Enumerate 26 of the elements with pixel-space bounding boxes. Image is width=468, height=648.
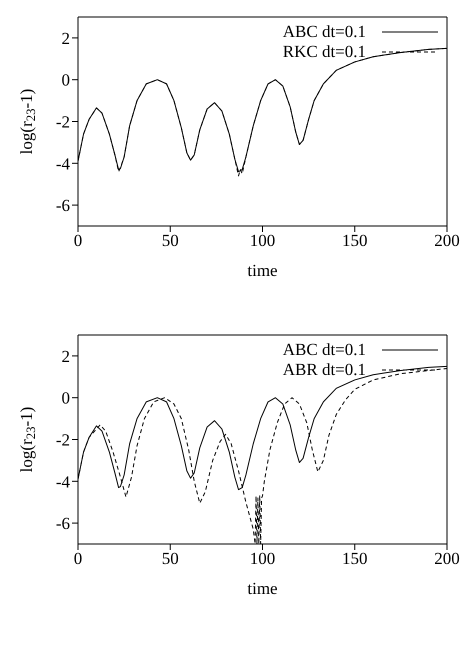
y-tick-label: 2: [62, 28, 70, 48]
x-tick-label: 100: [250, 549, 276, 568]
y-tick-label: 0: [62, 388, 70, 408]
legend-label: ABR dt=0.1: [282, 360, 366, 380]
legend-label: RKC dt=0.1: [282, 42, 366, 62]
y-tick-label: -2: [56, 112, 70, 132]
x-tick-label: 0: [74, 549, 82, 568]
y-tick-label: -4: [56, 154, 70, 174]
y-tick-label: 0: [62, 70, 70, 90]
x-tick-label: 200: [434, 231, 460, 250]
x-tick-label: 50: [162, 231, 179, 250]
x-tick-label: 150: [342, 231, 368, 250]
x-axis-title: time: [247, 579, 278, 598]
y-tick-label: -6: [56, 196, 70, 216]
x-tick-label: 150: [342, 549, 368, 568]
y-tick-label: -2: [56, 430, 70, 450]
x-tick-label: 50: [162, 549, 179, 568]
x-tick-label: 100: [250, 231, 276, 250]
y-tick-label: -6: [56, 514, 70, 534]
y-tick-label: -4: [56, 472, 70, 492]
x-tick-label: 200: [434, 549, 460, 568]
x-tick-label: 0: [74, 231, 82, 250]
y-tick-label: 2: [62, 346, 70, 366]
legend-label: ABC dt=0.1: [282, 22, 366, 42]
x-axis-title: time: [247, 261, 278, 280]
legend-label: ABC dt=0.1: [282, 340, 366, 360]
